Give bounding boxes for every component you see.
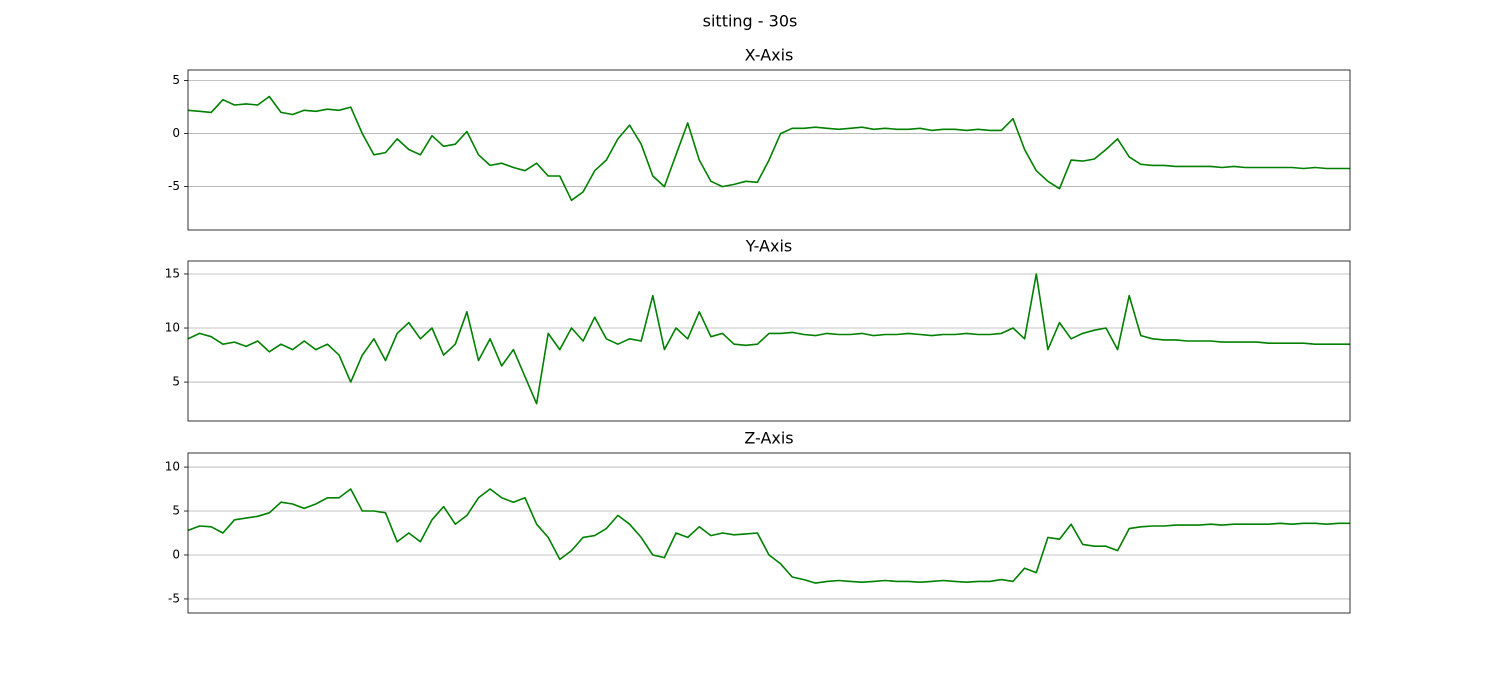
y-tick-label: 10 — [165, 321, 180, 335]
y-tick-label: 5 — [172, 504, 180, 518]
data-line — [187, 273, 1350, 405]
y-tick-label: -5 — [168, 591, 180, 605]
y-tick-label: 15 — [165, 266, 180, 280]
subplot-title: X-Axis — [745, 46, 794, 65]
data-line — [187, 488, 1350, 584]
subplot-title: Z-Axis — [744, 429, 793, 448]
plot-frame — [187, 260, 1351, 422]
plot-frame — [187, 69, 1351, 231]
plot-frame — [187, 452, 1351, 614]
data-line — [187, 95, 1350, 202]
y-tick-label: 0 — [172, 126, 180, 140]
y-tick-label: 10 — [165, 460, 180, 474]
y-tick-label: 5 — [172, 375, 180, 389]
y-tick-label: -5 — [168, 179, 180, 193]
y-tick-label: 5 — [172, 73, 180, 87]
subplot-title: Y-Axis — [745, 237, 793, 256]
figure-title: sitting - 30s — [703, 12, 798, 31]
y-tick-label: 0 — [172, 547, 180, 561]
